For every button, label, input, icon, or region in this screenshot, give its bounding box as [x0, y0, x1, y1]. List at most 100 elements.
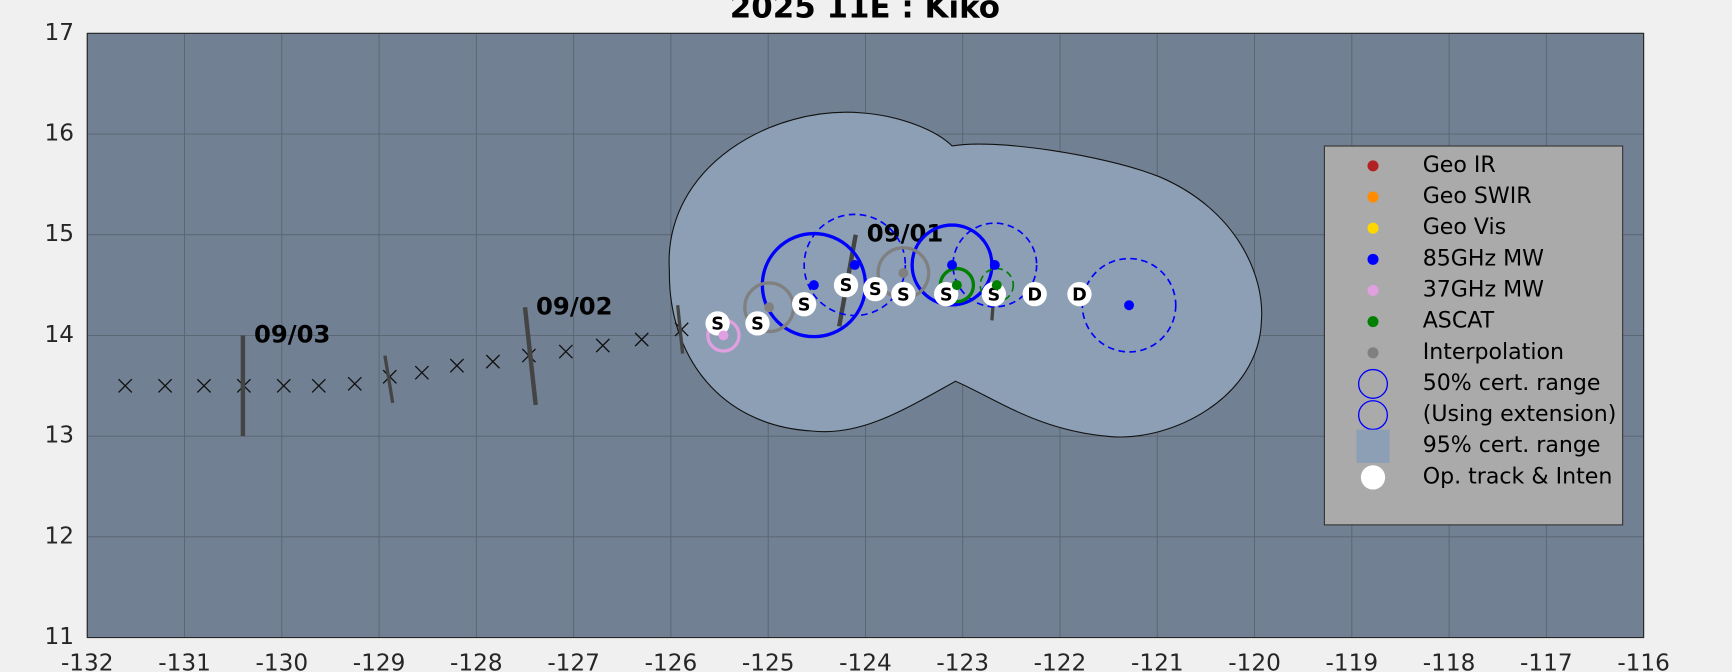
fix-point: [764, 302, 775, 313]
legend-label: 50% cert. range: [1423, 370, 1601, 396]
forecast-point: [118, 378, 133, 393]
intensity-label: S: [711, 314, 724, 334]
fix-point: [849, 259, 860, 270]
legend-label: Op. track & Inten: [1423, 463, 1613, 489]
legend-symbol: [1367, 347, 1379, 359]
x-tick-label: -125: [742, 650, 795, 672]
date-label: 09/01: [867, 219, 944, 248]
legend-symbol: [1357, 368, 1389, 399]
date-mark: [676, 305, 685, 354]
op-track-point: [934, 282, 959, 307]
fix-point: [951, 280, 962, 291]
fix-point: [947, 259, 957, 270]
x-tick-label: -129: [353, 650, 406, 672]
y-tick-label: 11: [44, 623, 74, 650]
fix-point: [808, 280, 819, 291]
intensity-label: D: [1027, 285, 1042, 305]
y-tick-label: 17: [44, 19, 74, 46]
x-tick-label: -126: [645, 650, 698, 672]
op-track-point: [1022, 282, 1047, 307]
forecast-point: [196, 378, 212, 393]
legend-label: 37GHz MW: [1423, 276, 1544, 302]
intensity-label: S: [840, 276, 853, 296]
op-track-point: [833, 272, 859, 298]
legend-symbol: [1367, 284, 1379, 297]
x-tick-label: -121: [1131, 650, 1184, 672]
forecast-point: [449, 358, 464, 373]
x-tick-label: -127: [547, 650, 600, 672]
fix-point: [718, 330, 729, 341]
x-tick-label: -124: [839, 650, 892, 672]
certainty-circle: [952, 222, 1038, 308]
intensity-label: S: [897, 285, 910, 305]
forecast-point: [595, 338, 610, 353]
legend-label: Geo Vis: [1423, 214, 1506, 240]
intensity-label: S: [869, 280, 882, 300]
y-tick-label: 14: [44, 321, 74, 348]
legend-label: (Using extension): [1423, 401, 1617, 427]
forecast-point: [347, 376, 362, 391]
fix-point: [989, 259, 1000, 270]
forecast-point: [558, 344, 573, 359]
x-tick-label: -131: [158, 650, 211, 672]
forecast-point: [414, 365, 429, 380]
op-track-point: [745, 311, 770, 336]
fix-point: [991, 280, 1002, 291]
forecast-point: [485, 354, 500, 369]
legend-symbol: [1367, 160, 1379, 172]
legend-symbol: [1367, 316, 1379, 328]
date-label: 09/02: [536, 291, 613, 320]
x-tick-label: -119: [1326, 650, 1379, 672]
legend-label: ASCAT: [1423, 308, 1495, 334]
x-tick-label: -130: [255, 650, 308, 672]
legend-symbol: [1367, 191, 1379, 203]
legend: Geo IR Geo SWIR Geo Vis 85GHz MW 37GHz MW ASC…: [1323, 145, 1624, 526]
legend-label: Geo SWIR: [1423, 183, 1532, 209]
forecast-point: [634, 332, 649, 347]
x-tick-label: -118: [1423, 650, 1476, 672]
legend-label: 85GHz MW: [1423, 245, 1544, 271]
op-track-point: [792, 292, 817, 317]
legend-symbol: [1367, 253, 1379, 265]
date-label: 09/03: [254, 319, 331, 348]
legend-symbol: [1360, 465, 1386, 490]
intensity-label: S: [751, 314, 764, 334]
legend-symbol: [1356, 429, 1390, 463]
op-track-point: [705, 311, 730, 336]
intensity-label: D: [1072, 285, 1087, 305]
legend-label: 95% cert. range: [1423, 432, 1601, 458]
y-tick-label: 12: [44, 522, 74, 549]
date-mark: [383, 355, 395, 404]
op-track-point: [1067, 282, 1092, 307]
x-tick-label: -128: [450, 650, 503, 672]
intensity-label: S: [940, 285, 953, 305]
certainty-region: [668, 111, 1263, 438]
x-tick-label: -122: [1034, 650, 1087, 672]
fix-point: [898, 268, 909, 278]
forecast-point: [276, 378, 291, 393]
op-track-point: [891, 282, 916, 307]
date-mark: [522, 307, 538, 406]
op-track-point: [863, 276, 888, 302]
legend-symbol: [1367, 222, 1379, 234]
intensity-label: S: [798, 295, 811, 315]
x-tick-label: -123: [936, 650, 989, 672]
legend-symbol: [1357, 400, 1389, 431]
plot-frame: [86, 32, 1645, 639]
legend-label: Geo IR: [1423, 152, 1496, 178]
legend-label: Interpolation: [1423, 339, 1564, 365]
forecast-point: [157, 378, 173, 393]
x-tick-label: -120: [1228, 650, 1281, 672]
x-tick-label: -132: [61, 650, 114, 672]
certainty-circle: [803, 213, 907, 317]
x-tick-label: -117: [1520, 650, 1573, 672]
forecast-point: [311, 378, 326, 393]
y-tick-label: 15: [44, 220, 74, 247]
chart-title: 2025 11E : Kiko: [730, 0, 1000, 26]
fix-point: [1124, 300, 1135, 311]
x-tick-label: -116: [1617, 650, 1670, 672]
y-tick-label: 16: [44, 120, 74, 147]
intensity-label: S: [987, 285, 1000, 305]
